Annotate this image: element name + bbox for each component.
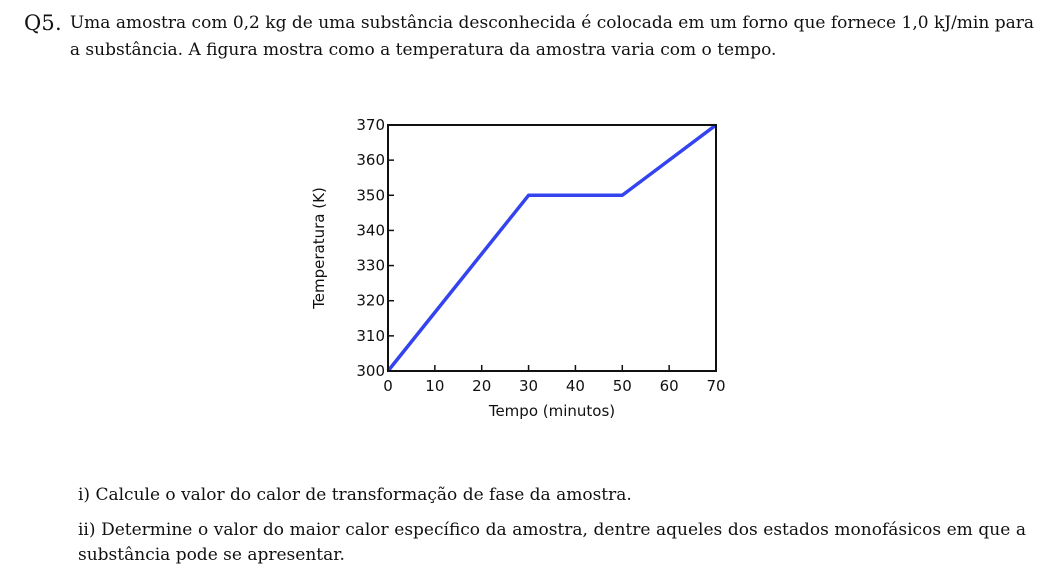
x-axis-label: Tempo (minutos) <box>488 402 615 420</box>
part-ii: ii) Determine o valor do maior calor esp… <box>78 520 1026 565</box>
x-tick-label: 30 <box>519 377 538 395</box>
x-tick-label: 40 <box>566 377 585 395</box>
temperature-chart: 300 310 320 330 340 350 360 370 0 10 20 30 40 50 60 70… <box>310 116 726 420</box>
plot-frame <box>387 124 717 372</box>
y-tick-label: 340 <box>356 221 385 239</box>
question-parts: i) Calcule o valor do calor de transform… <box>78 483 1026 578</box>
x-tick-label: 0 <box>383 377 393 395</box>
y-tick-label: 370 <box>356 116 385 134</box>
x-tick-label: 10 <box>425 377 444 395</box>
series-line <box>386 123 718 373</box>
question-statement: Uma amostra com 0,2 kg de uma substância… <box>69 13 1034 60</box>
y-tick-label: 360 <box>356 151 385 169</box>
question-number: Q5. <box>24 11 62 35</box>
x-axis-ticks: 0 10 20 30 40 50 60 70 <box>383 365 726 395</box>
y-axis-ticks: 300 310 320 330 340 350 360 370 <box>356 116 394 380</box>
y-tick-label: 310 <box>356 327 385 345</box>
y-tick-label: 350 <box>356 186 385 204</box>
x-tick-label: 20 <box>472 377 491 395</box>
y-tick-label: 300 <box>356 362 385 380</box>
y-axis-label: Temperatura (K) <box>310 187 328 310</box>
temperature-time-figure: 300 310 320 330 340 350 360 370 0 10 20 30 40 50 60 70… <box>300 105 760 435</box>
question-block: Q5. Uma amostra com 0,2 kg de uma substâ… <box>24 10 1034 64</box>
y-tick-label: 320 <box>356 292 385 310</box>
x-tick-label: 70 <box>706 377 725 395</box>
x-tick-label: 60 <box>660 377 679 395</box>
y-tick-label: 330 <box>356 257 385 275</box>
part-i: i) Calcule o valor do calor de transform… <box>78 485 632 505</box>
question-header: Q5. Uma amostra com 0,2 kg de uma substâ… <box>24 10 1034 64</box>
x-tick-label: 50 <box>613 377 632 395</box>
